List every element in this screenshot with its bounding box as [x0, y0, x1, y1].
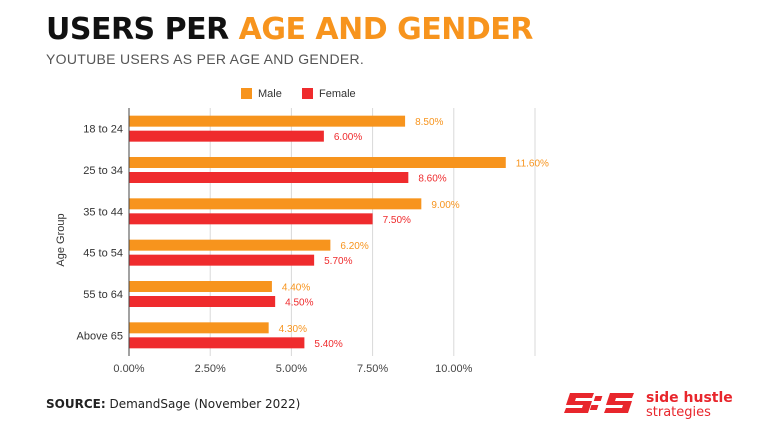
- title-main: USERS PER: [46, 12, 239, 47]
- logo-line1: side hustle: [646, 390, 733, 406]
- title-accent: AGE AND GENDER: [238, 12, 534, 47]
- y-tick-label: 25 to 34: [83, 165, 123, 177]
- x-tick-label: 10.00%: [435, 363, 473, 375]
- bar-female: [129, 130, 324, 142]
- bar-female: [129, 337, 305, 349]
- logo-line2: strategies: [646, 405, 711, 420]
- source-line: SOURCE: DemandSage (November 2022): [46, 397, 300, 411]
- x-tick-label: 2.50%: [195, 363, 226, 375]
- x-tick-label: 0.00%: [113, 363, 144, 375]
- y-tick-label: 55 to 64: [83, 289, 123, 301]
- y-tick-label: 45 to 54: [83, 248, 123, 260]
- subtitle: YOUTUBE USERS AS PER AGE AND GENDER.: [46, 51, 365, 67]
- source-label: SOURCE:: [46, 397, 106, 411]
- data-label: 11.60%: [516, 159, 549, 170]
- bar-female: [129, 172, 409, 183]
- bar-male: [129, 322, 269, 334]
- data-label: 9.00%: [431, 200, 459, 211]
- y-tick-label: 35 to 44: [83, 206, 123, 218]
- bar-male: [129, 115, 406, 127]
- page-title: USERS PER AGE AND GENDER: [46, 12, 533, 47]
- y-tick-label: 18 to 24: [83, 124, 123, 136]
- bar-male: [129, 239, 331, 251]
- data-label: 8.50%: [415, 117, 443, 128]
- y-tick-label: Above 65: [77, 330, 123, 342]
- bar-female: [129, 254, 315, 266]
- data-label: 8.60%: [418, 174, 446, 185]
- logo-mark-icon: [564, 393, 634, 413]
- logo-text: side hustle strategies: [646, 391, 733, 419]
- bar-female: [129, 213, 373, 225]
- bar-male: [129, 157, 506, 168]
- data-label: 4.40%: [282, 283, 310, 294]
- data-label: 5.70%: [324, 256, 352, 267]
- y-axis-title: Age Group: [55, 213, 67, 266]
- source-text: DemandSage (November 2022): [105, 397, 301, 411]
- bar-female: [129, 296, 276, 307]
- data-label: 4.30%: [279, 324, 307, 335]
- x-tick-label: 5.00%: [276, 363, 307, 375]
- legend-label: Female: [319, 88, 356, 100]
- data-label: 4.50%: [285, 298, 313, 309]
- bar-male: [129, 281, 272, 292]
- data-label: 5.40%: [314, 339, 342, 350]
- bar-male: [129, 198, 422, 210]
- legend-label: Male: [258, 88, 282, 100]
- x-tick-label: 7.50%: [357, 363, 388, 375]
- data-label: 6.00%: [334, 132, 362, 143]
- data-label: 6.20%: [340, 241, 368, 252]
- brand-logo: side hustle strategies: [564, 388, 754, 422]
- legend-swatch-male: [241, 88, 252, 99]
- data-label: 7.50%: [383, 215, 411, 226]
- legend-swatch-female: [302, 88, 313, 99]
